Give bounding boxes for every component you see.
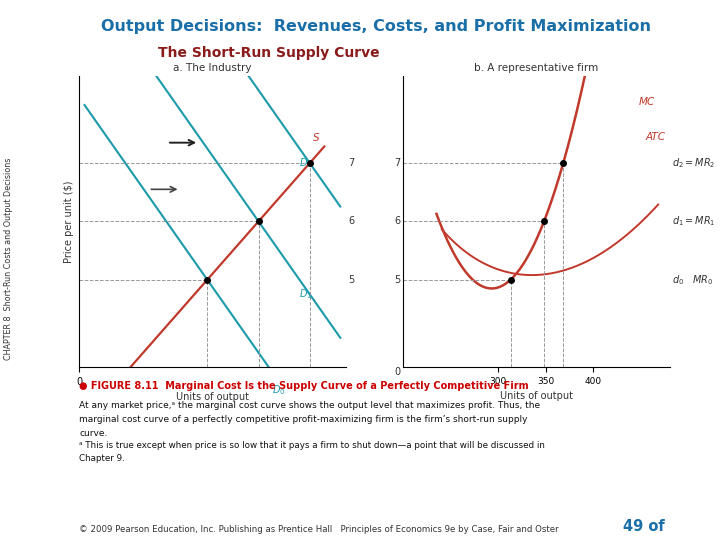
Text: The Short-Run Supply Curve: The Short-Run Supply Curve <box>158 46 380 60</box>
Y-axis label: Price per unit ($): Price per unit ($) <box>63 180 73 262</box>
Text: $D_2$: $D_2$ <box>299 156 312 170</box>
X-axis label: Units of output: Units of output <box>176 393 249 402</box>
Text: At any market price,ᵃ the marginal cost curve shows the output level that maximi: At any market price,ᵃ the marginal cost … <box>79 401 540 410</box>
Text: $d_2 = MR_2$: $d_2 = MR_2$ <box>672 156 715 170</box>
Text: 5: 5 <box>348 275 354 285</box>
Text: 6: 6 <box>395 217 400 226</box>
Text: 7: 7 <box>348 158 354 168</box>
Text: ● FIGURE 8.11  Marginal Cost Is the Supply Curve of a Perfectly Competitive Firm: ● FIGURE 8.11 Marginal Cost Is the Suppl… <box>79 381 528 391</box>
Text: $D_1$: $D_1$ <box>299 287 312 301</box>
Title: b. A representative firm: b. A representative firm <box>474 63 598 73</box>
Text: 49 of: 49 of <box>623 518 665 534</box>
Text: curve.: curve. <box>79 429 107 438</box>
Text: marginal cost curve of a perfectly competitive profit-maximizing firm is the fir: marginal cost curve of a perfectly compe… <box>79 415 528 424</box>
Text: 0: 0 <box>395 367 400 377</box>
Text: 6: 6 <box>348 217 354 226</box>
Text: ATC: ATC <box>646 132 666 142</box>
Text: 5: 5 <box>394 275 400 285</box>
Text: MC: MC <box>639 97 655 107</box>
X-axis label: Units of output: Units of output <box>500 392 573 401</box>
Text: $d_1 = MR_1$: $d_1 = MR_1$ <box>672 214 715 228</box>
Text: $d_0$   $MR_0$: $d_0$ $MR_0$ <box>672 273 713 287</box>
Text: S: S <box>313 133 320 143</box>
Text: CHAPTER 8  Short-Run Costs and Output Decisions: CHAPTER 8 Short-Run Costs and Output Dec… <box>4 158 13 360</box>
Text: $D_0$: $D_0$ <box>272 383 286 397</box>
Title: a. The Industry: a. The Industry <box>173 63 252 73</box>
Text: 7: 7 <box>394 158 400 168</box>
Text: © 2009 Pearson Education, Inc. Publishing as Prentice Hall   Principles of Econo: © 2009 Pearson Education, Inc. Publishin… <box>79 524 559 534</box>
Text: Output Decisions:  Revenues, Costs, and Profit Maximization: Output Decisions: Revenues, Costs, and P… <box>101 19 651 34</box>
Text: ᵃ This is true except when price is so low that it pays a firm to shut down—a po: ᵃ This is true except when price is so l… <box>79 441 545 450</box>
Text: Chapter 9.: Chapter 9. <box>79 454 125 463</box>
